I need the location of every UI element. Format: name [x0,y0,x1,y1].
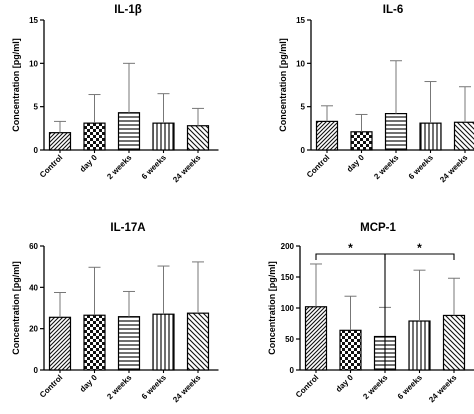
bar [83,122,106,151]
x-tick-label: 6 weeks [407,153,435,181]
significance-label: * [348,241,353,255]
y-tick-label: 40 [29,283,38,292]
chart-title: IL-6 [383,4,403,16]
x-tick-label: 2 weeks [361,373,389,401]
bar [186,125,210,151]
bar [186,312,210,371]
chart-title: MCP-1 [360,222,396,234]
x-tick-label: Control [305,153,331,179]
y-tick-label: 5 [301,103,306,112]
x-tick-label: day 0 [345,153,366,174]
y-tick-label: 0 [34,146,39,155]
x-tick-label: 6 weeks [140,373,168,401]
x-tick-label: Control [294,373,320,399]
bar [453,121,474,151]
bar [117,316,141,371]
bar [117,112,141,151]
chart-panel: IL-17A Concentration [pg/ml] 0 20 40 60 Contro… [11,222,219,404]
chart-title: IL-1β [114,4,141,16]
y-tick-label: 100 [281,304,295,313]
x-tick-label: 2 weeks [105,153,133,181]
chart-panel: IL-1β Concentration [pg/ml] 0 5 10 15 Control d… [11,4,219,184]
chart-panel: MCP-1 Concentration [pg/ml] 0 50 100 150 200 Co… [267,222,474,404]
y-axis-label: Concentration [pg/ml] [11,261,21,355]
y-tick-label: 50 [285,335,294,344]
bar [48,132,72,151]
y-tick-label: 0 [301,146,306,155]
bar [442,314,466,371]
y-tick-label: 150 [281,273,295,282]
chart-panel: IL-6 Concentration [pg/ml] 0 5 10 15 Control da… [278,4,474,184]
bar [48,316,72,371]
bar [350,131,373,151]
x-tick-label: 24 weeks [438,153,470,185]
bar [152,313,175,371]
y-tick-label: 0 [290,366,295,375]
x-tick-label: 2 weeks [372,153,400,181]
x-tick-label: Control [38,373,64,399]
y-axis-label: Concentration [pg/ml] [267,261,277,355]
bar [408,320,431,371]
x-tick-label: 24 weeks [171,373,203,405]
chart-title: IL-17A [110,222,145,234]
y-tick-label: 5 [34,103,39,112]
bar [152,122,175,151]
y-tick-label: 20 [29,325,38,334]
y-tick-label: 15 [29,16,38,25]
x-tick-label: day 0 [334,373,355,394]
bar [384,112,408,151]
y-tick-label: 60 [29,242,38,251]
x-tick-label: 6 weeks [140,153,168,181]
bar [339,329,362,371]
bar [83,314,106,371]
y-axis-label: Concentration [pg/ml] [11,38,21,132]
y-tick-label: 10 [29,59,38,68]
y-tick-label: 200 [281,242,295,251]
x-tick-label: 24 weeks [171,153,203,185]
bar [315,120,339,151]
bar [419,122,442,151]
x-tick-label: 24 weeks [427,373,459,405]
x-tick-label: Control [38,153,64,179]
bar [304,306,328,371]
y-tick-label: 15 [296,16,305,25]
y-axis-label: Concentration [pg/ml] [278,38,288,132]
x-tick-label: day 0 [78,373,99,394]
x-tick-label: 6 weeks [396,373,424,401]
significance-label: * [417,241,422,255]
x-tick-label: day 0 [78,153,99,174]
x-tick-label: 2 weeks [105,373,133,401]
y-tick-label: 0 [34,366,39,375]
y-tick-label: 10 [296,59,305,68]
